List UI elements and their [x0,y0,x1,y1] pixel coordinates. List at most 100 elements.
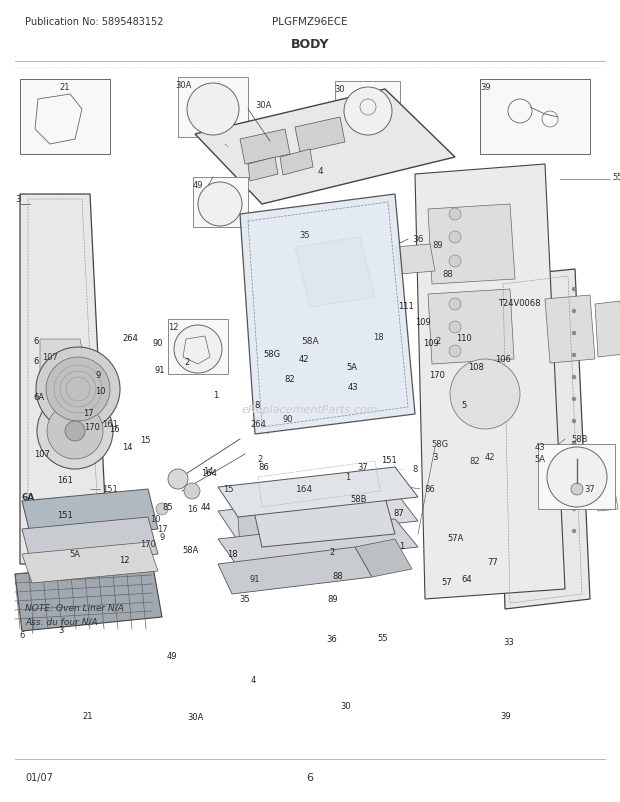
Text: 77: 77 [487,557,498,566]
Text: 37: 37 [357,462,368,472]
Text: 18: 18 [373,333,383,342]
Text: 1: 1 [213,390,218,399]
Text: 57A: 57A [448,533,464,542]
Text: 107: 107 [42,353,58,362]
Text: 44: 44 [201,502,211,512]
Text: 164: 164 [296,485,314,494]
Circle shape [46,358,110,422]
Text: 2: 2 [329,547,334,557]
Polygon shape [335,82,400,138]
Text: 12: 12 [168,323,179,332]
Text: Ass. du four N/A: Ass. du four N/A [25,617,97,626]
Polygon shape [538,444,615,509]
Text: 109: 109 [423,338,439,348]
Text: 6: 6 [306,772,314,782]
Text: 58G: 58G [432,440,448,449]
Text: 164: 164 [201,468,217,478]
Text: 8: 8 [255,400,260,410]
Text: 49: 49 [193,181,203,190]
Text: 17: 17 [157,525,167,534]
Text: 170: 170 [140,540,156,549]
Text: 36: 36 [326,634,337,644]
Text: 110: 110 [456,334,472,343]
Text: 6: 6 [19,630,25,640]
Circle shape [174,326,222,374]
Text: 3: 3 [58,625,63,634]
Circle shape [198,183,242,227]
Text: 42: 42 [299,354,309,364]
Text: 15: 15 [141,435,151,444]
Text: 109: 109 [415,318,431,327]
Circle shape [65,422,85,441]
Text: NOTE: Oven Liner N/A: NOTE: Oven Liner N/A [25,603,124,612]
Text: 37: 37 [585,485,595,494]
Circle shape [187,84,239,136]
Text: eReplacementParts.com: eReplacementParts.com [242,404,378,415]
Polygon shape [20,195,108,565]
Text: 264: 264 [250,420,266,429]
Text: 35: 35 [239,594,250,604]
Polygon shape [218,468,418,517]
Text: 36: 36 [412,235,423,244]
Text: 5A: 5A [534,455,546,464]
Text: 30A: 30A [175,81,191,91]
Polygon shape [178,78,248,138]
Text: 2: 2 [435,337,441,346]
Text: T24V0068: T24V0068 [498,298,541,308]
Polygon shape [168,320,228,375]
Text: 14: 14 [203,467,213,476]
Polygon shape [20,80,110,155]
Text: 107: 107 [34,449,50,459]
Text: 58A: 58A [301,337,319,346]
Text: 2: 2 [185,358,190,367]
Circle shape [572,310,576,314]
Text: 43: 43 [348,382,359,391]
Text: 18: 18 [227,549,238,558]
Text: 161: 161 [57,475,73,484]
Text: 88: 88 [443,270,453,279]
Text: 30A: 30A [187,711,203,721]
Circle shape [572,375,576,379]
Circle shape [572,419,576,423]
Polygon shape [40,339,90,390]
Text: 12: 12 [119,555,129,565]
Text: 6: 6 [33,356,38,366]
Text: 161: 161 [102,420,118,429]
Circle shape [449,209,461,221]
Text: 89: 89 [327,594,339,604]
Text: 89: 89 [433,241,443,249]
Text: 151: 151 [381,456,397,465]
Text: 9: 9 [95,371,100,380]
Polygon shape [545,296,595,363]
Text: 6A: 6A [22,493,35,502]
Circle shape [571,484,583,496]
Text: 90: 90 [283,415,293,424]
Text: 3: 3 [433,452,438,462]
Circle shape [36,347,120,431]
Text: BODY: BODY [291,38,329,51]
Polygon shape [22,542,158,583]
Text: 1: 1 [345,473,351,482]
Circle shape [572,441,576,445]
Text: 85: 85 [162,502,173,512]
Circle shape [449,298,461,310]
Text: 87: 87 [393,508,404,518]
Polygon shape [238,514,262,547]
Text: 35: 35 [299,230,311,239]
Text: 82: 82 [470,457,480,466]
Circle shape [572,354,576,358]
Polygon shape [355,539,412,577]
Text: 2: 2 [257,455,263,464]
Text: 5: 5 [461,400,466,410]
Text: 5A: 5A [69,550,81,559]
Text: 91: 91 [155,366,165,375]
Text: 58B: 58B [350,494,366,504]
Circle shape [449,346,461,358]
Text: 86: 86 [425,485,435,494]
Text: 91: 91 [250,575,260,584]
Text: 10: 10 [150,515,160,524]
Circle shape [47,403,103,460]
Circle shape [449,256,461,268]
Circle shape [37,394,113,469]
Polygon shape [428,290,514,365]
